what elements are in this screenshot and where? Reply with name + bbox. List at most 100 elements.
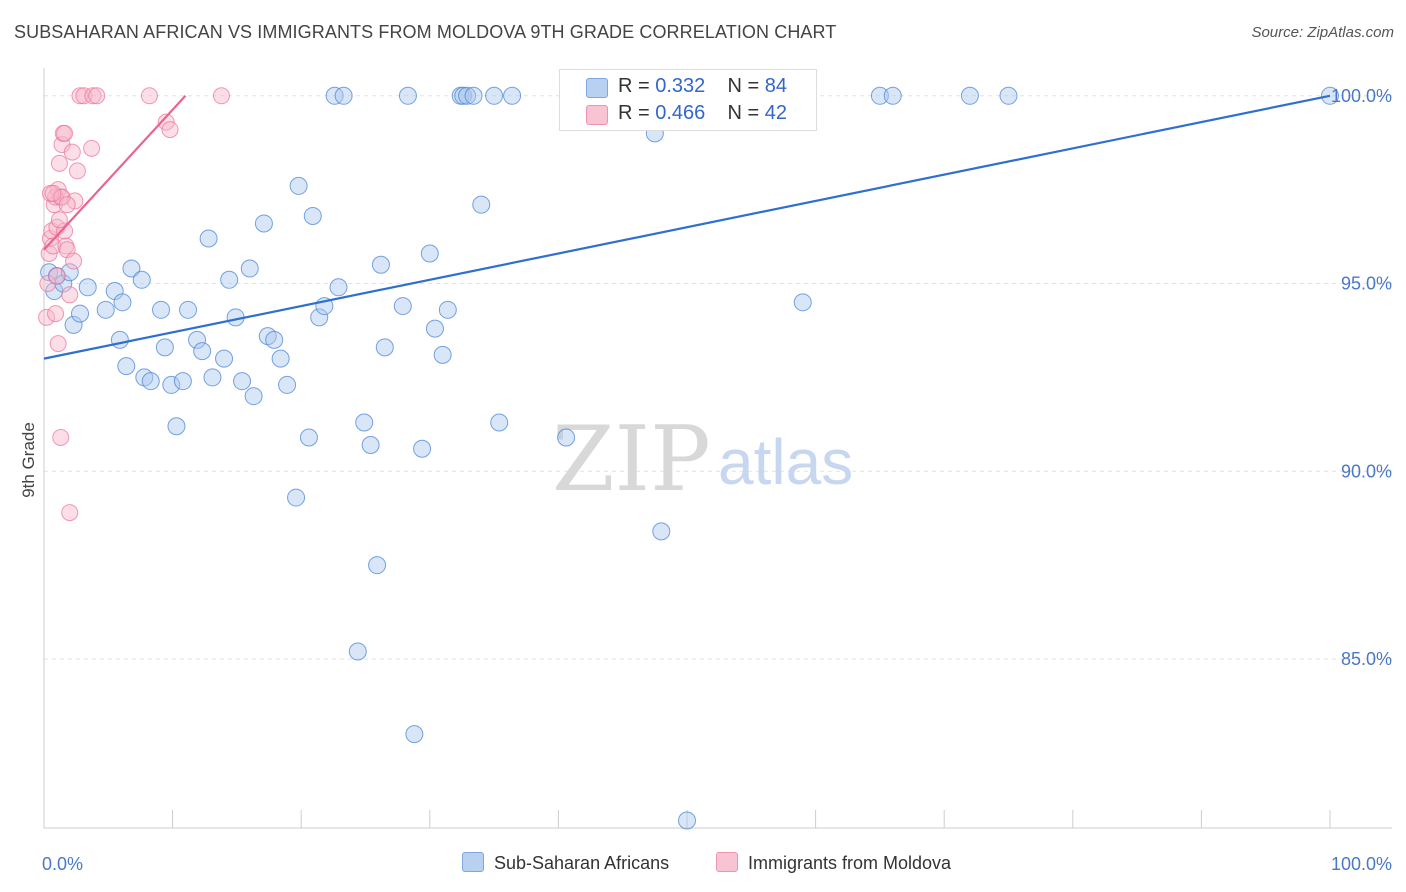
data-point-sub-saharan[interactable] — [271, 349, 290, 368]
data-point-sub-saharan[interactable] — [117, 357, 136, 376]
data-point-sub-saharan[interactable] — [110, 330, 129, 349]
data-point-sub-saharan[interactable] — [303, 206, 322, 225]
data-point-moldova[interactable] — [65, 252, 83, 270]
x-tick-label: 100.0% — [1331, 854, 1392, 874]
data-point-sub-saharan[interactable] — [334, 86, 353, 105]
data-point-sub-saharan[interactable] — [220, 270, 239, 289]
data-point-sub-saharan[interactable] — [167, 417, 186, 436]
data-point-moldova[interactable] — [58, 196, 76, 214]
data-point-sub-saharan[interactable] — [454, 86, 473, 105]
data-point-moldova[interactable] — [48, 267, 66, 285]
trend-line-moldova — [43, 95, 187, 251]
data-point-sub-saharan[interactable] — [132, 270, 151, 289]
chart-title: SUBSAHARAN AFRICAN VS IMMIGRANTS FROM MO… — [14, 22, 837, 42]
data-point-sub-saharan[interactable] — [199, 229, 218, 248]
data-point-sub-saharan[interactable] — [425, 319, 444, 338]
data-point-sub-saharan[interactable] — [162, 375, 181, 394]
data-point-moldova[interactable] — [56, 222, 74, 240]
data-point-sub-saharan[interactable] — [870, 86, 889, 105]
data-point-sub-saharan[interactable] — [420, 244, 439, 263]
data-point-sub-saharan[interactable] — [368, 556, 387, 575]
data-point-sub-saharan[interactable] — [999, 86, 1018, 105]
data-point-sub-saharan[interactable] — [348, 642, 367, 661]
data-point-sub-saharan[interactable] — [78, 278, 97, 297]
data-point-sub-saharan[interactable] — [405, 725, 424, 744]
data-point-sub-saharan[interactable] — [557, 428, 576, 447]
data-point-sub-saharan[interactable] — [678, 811, 696, 830]
data-point-sub-saharan[interactable] — [152, 300, 171, 319]
data-point-sub-saharan[interactable] — [325, 86, 344, 105]
data-point-sub-saharan[interactable] — [113, 293, 132, 312]
data-point-sub-saharan[interactable] — [329, 278, 348, 297]
data-point-sub-saharan[interactable] — [361, 436, 380, 454]
data-point-moldova[interactable] — [161, 121, 179, 139]
data-point-moldova[interactable] — [140, 87, 158, 105]
data-point-sub-saharan[interactable] — [464, 86, 483, 105]
data-point-sub-saharan[interactable] — [960, 86, 979, 105]
data-point-sub-saharan[interactable] — [652, 522, 671, 541]
data-point-moldova[interactable] — [61, 504, 79, 522]
data-point-moldova[interactable] — [47, 305, 65, 323]
data-point-sub-saharan[interactable] — [438, 300, 457, 319]
data-point-sub-saharan[interactable] — [503, 86, 522, 105]
data-point-sub-saharan[interactable] — [244, 387, 263, 406]
data-point-sub-saharan[interactable] — [355, 413, 374, 432]
data-point-sub-saharan[interactable] — [173, 372, 192, 391]
data-point-sub-saharan[interactable] — [310, 308, 329, 327]
data-point-sub-saharan[interactable] — [254, 214, 273, 233]
data-point-sub-saharan[interactable] — [883, 86, 902, 105]
data-point-sub-saharan[interactable] — [71, 304, 90, 323]
data-point-moldova[interactable] — [68, 162, 86, 180]
data-point-sub-saharan[interactable] — [287, 488, 306, 507]
data-point-sub-saharan[interactable] — [458, 86, 477, 105]
data-point-moldova[interactable] — [88, 87, 106, 105]
data-point-moldova[interactable] — [49, 335, 67, 353]
data-point-sub-saharan[interactable] — [203, 368, 222, 387]
data-point-sub-saharan[interactable] — [485, 86, 504, 105]
data-point-moldova[interactable] — [66, 192, 84, 210]
data-point-moldova[interactable] — [44, 237, 62, 255]
data-point-sub-saharan[interactable] — [299, 428, 318, 447]
data-point-moldova[interactable] — [75, 87, 93, 105]
data-point-sub-saharan[interactable] — [289, 176, 308, 195]
data-point-sub-saharan[interactable] — [433, 345, 452, 364]
data-point-sub-saharan[interactable] — [233, 372, 252, 391]
data-point-moldova[interactable] — [212, 87, 230, 105]
data-point-moldova[interactable] — [71, 87, 89, 105]
data-point-moldova[interactable] — [50, 154, 68, 172]
data-point-moldova[interactable] — [38, 308, 56, 326]
data-point-sub-saharan[interactable] — [375, 338, 394, 357]
data-point-moldova[interactable] — [61, 286, 79, 304]
data-point-sub-saharan[interactable] — [96, 300, 115, 319]
data-point-sub-saharan[interactable] — [793, 293, 812, 312]
data-point-sub-saharan[interactable] — [371, 255, 390, 274]
data-point-moldova[interactable] — [50, 211, 68, 229]
data-point-moldova[interactable] — [56, 124, 74, 142]
data-point-sub-saharan[interactable] — [278, 375, 297, 394]
data-point-sub-saharan[interactable] — [122, 259, 141, 278]
data-point-sub-saharan[interactable] — [215, 349, 234, 368]
data-point-sub-saharan[interactable] — [240, 259, 259, 278]
bottom-legend-moldova[interactable]: Immigrants from Moldova — [716, 852, 951, 874]
data-point-sub-saharan[interactable] — [60, 263, 79, 282]
data-point-sub-saharan[interactable] — [490, 413, 509, 432]
data-point-sub-saharan[interactable] — [393, 297, 412, 316]
data-point-moldova[interactable] — [63, 143, 81, 161]
data-point-sub-saharan[interactable] — [193, 342, 212, 361]
data-point-sub-saharan[interactable] — [155, 338, 174, 357]
data-point-sub-saharan[interactable] — [472, 195, 491, 214]
data-point-sub-saharan[interactable] — [179, 300, 198, 319]
data-point-moldova[interactable] — [44, 184, 62, 202]
legend-r-label: R = — [618, 102, 656, 124]
data-point-sub-saharan[interactable] — [141, 372, 160, 391]
data-point-sub-saharan[interactable] — [398, 86, 417, 105]
data-point-sub-saharan[interactable] — [265, 330, 284, 349]
data-point-sub-saharan[interactable] — [413, 439, 432, 458]
y-tick-label: 85.0% — [1341, 649, 1392, 669]
data-point-sub-saharan[interactable] — [64, 315, 83, 334]
data-point-sub-saharan[interactable] — [188, 330, 207, 349]
data-point-moldova[interactable] — [83, 139, 101, 157]
data-point-moldova[interactable] — [84, 87, 102, 105]
data-point-moldova[interactable] — [52, 428, 70, 446]
bottom-legend-sub-saharan[interactable]: Sub-Saharan Africans — [462, 852, 669, 874]
